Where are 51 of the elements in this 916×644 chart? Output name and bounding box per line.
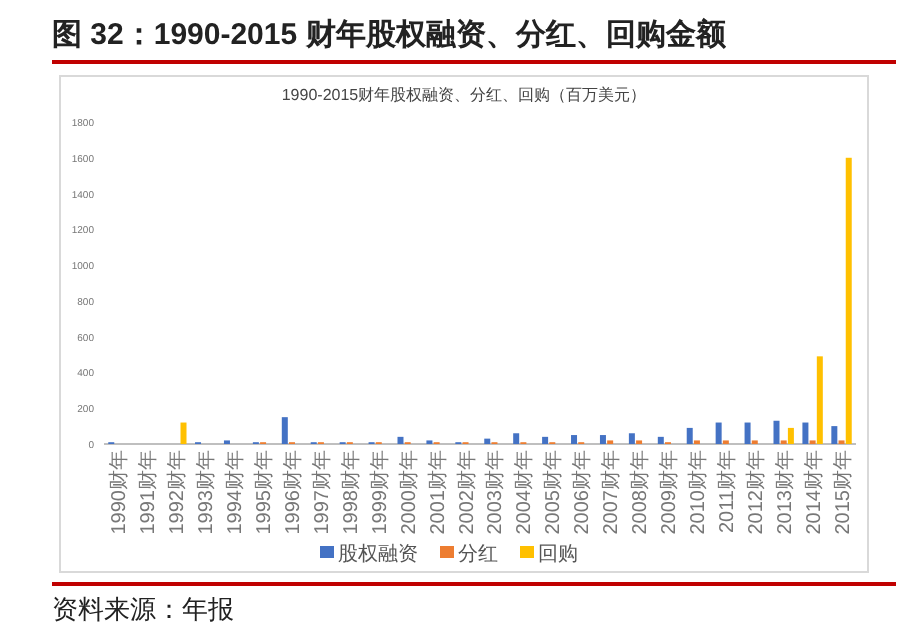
x-tick-label: 1990财年 <box>107 450 132 535</box>
bar <box>773 420 780 444</box>
bar <box>599 435 606 444</box>
bar <box>686 427 693 444</box>
chart-subtitle: 图 32：1990-2015 财年股权融资、分红、回购金额 <box>52 16 728 52</box>
x-tick-label: 2002财年 <box>454 450 479 535</box>
x-tick-label: 2014财年 <box>801 450 826 535</box>
bar <box>397 436 404 444</box>
legend-label: 股权融资 <box>338 542 418 566</box>
bar <box>831 426 838 444</box>
x-tick-label: 1996财年 <box>281 450 305 535</box>
bar <box>802 422 809 444</box>
bar <box>484 438 491 444</box>
bar <box>281 417 288 444</box>
x-tick-label: 1999财年 <box>367 450 392 535</box>
x-tick-label: 1995财年 <box>252 450 277 535</box>
x-tick-label: 2008财年 <box>628 450 653 535</box>
bar <box>845 157 852 444</box>
bar <box>787 427 794 444</box>
x-tick-label: 2012财年 <box>743 450 768 535</box>
x-tick-label: 2009财年 <box>657 450 681 535</box>
x-tick-label: 2005财年 <box>541 450 566 535</box>
chart-title: 1990-2015财年股权融资、分红、回购（百万美元） <box>281 86 647 104</box>
bar <box>513 433 520 444</box>
bar <box>571 435 578 444</box>
x-tick-label: 2004财年 <box>512 450 537 535</box>
bar <box>816 356 823 444</box>
x-tick-label: 2010财年 <box>685 450 710 535</box>
bar <box>715 422 722 444</box>
x-tick-label: 1998财年 <box>338 450 363 535</box>
x-tick-label: 2015财年 <box>830 450 855 535</box>
x-tick-label: 2006财年 <box>570 450 595 535</box>
x-tick-label: 2007财年 <box>599 450 624 535</box>
bar <box>180 422 187 444</box>
x-tick-label: 2003财年 <box>483 450 508 535</box>
x-tick-label: 2001财年 <box>425 450 450 535</box>
bar <box>744 422 751 444</box>
x-tick-label: 1994财年 <box>223 450 248 535</box>
legend-label: 分红 <box>458 542 498 566</box>
x-tick-label: 2011财年 <box>714 450 739 534</box>
x-tick-label: 1993财年 <box>194 450 219 535</box>
x-tick-label: 1997财年 <box>309 450 334 535</box>
bar <box>542 436 549 444</box>
text: 资料来源：年报 <box>52 594 234 624</box>
x-tick-label: 1991财年 <box>136 450 161 535</box>
x-tick-label: 2013财年 <box>772 450 797 535</box>
bar <box>628 433 635 444</box>
legend-label: 回购 <box>538 544 578 566</box>
bar <box>657 436 664 444</box>
x-tick-label: 1992财年 <box>165 450 190 535</box>
x-tick-label: 2000财年 <box>396 450 421 535</box>
